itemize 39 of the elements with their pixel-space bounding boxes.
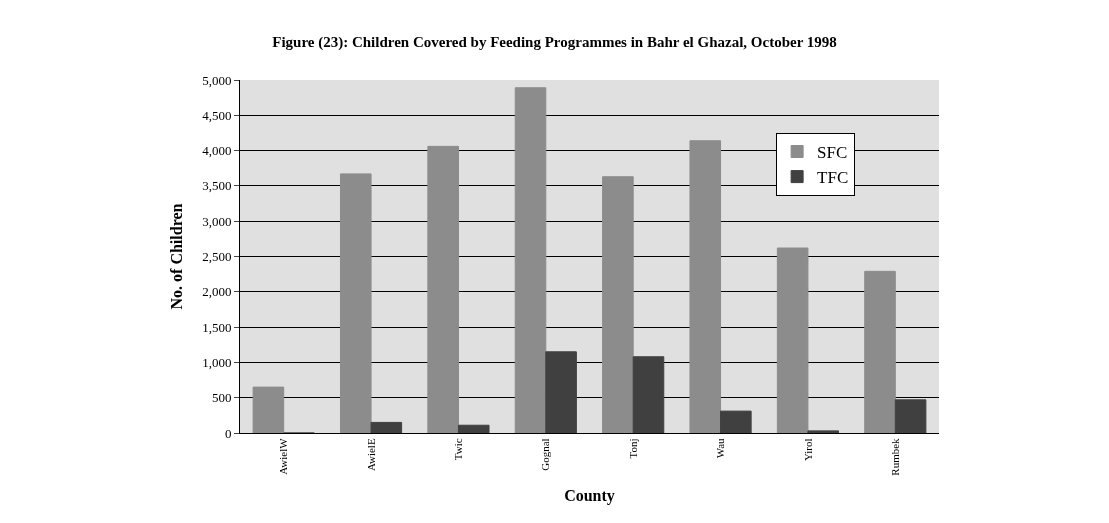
bar (370, 421, 403, 433)
bar (632, 356, 665, 433)
y-tick-label: 4,000 (202, 143, 232, 159)
y-tick-label: 500 (211, 390, 232, 406)
x-tick-label: Gognal (539, 438, 552, 471)
bar (427, 145, 459, 433)
bar (807, 430, 840, 433)
x-tick-label: Yirol (801, 438, 814, 462)
bar (339, 173, 372, 433)
bar (457, 424, 490, 433)
y-axis-title: No. of Children (168, 203, 186, 310)
y-tick-label: 5,000 (202, 72, 232, 88)
bar (894, 399, 927, 433)
x-tick-label: Wau (714, 437, 727, 459)
y-tick-label: 1,000 (202, 354, 232, 370)
y-tick-label: 4,500 (202, 107, 232, 123)
y-tick-label: 3,500 (202, 178, 232, 194)
y-tick-label: 2,500 (202, 249, 232, 265)
bar (514, 87, 547, 433)
y-tick-label: 3,000 (202, 213, 232, 229)
x-tick-label: AwielE (364, 438, 377, 471)
bar (720, 410, 752, 433)
bar (689, 140, 722, 433)
bar (602, 176, 634, 433)
bar (864, 270, 896, 433)
y-tick-label: 1,500 (202, 319, 232, 335)
bar (776, 247, 809, 433)
bar (545, 351, 577, 433)
x-axis-title: County (564, 487, 615, 506)
x-tick-label: AwielW (277, 437, 290, 475)
x-tick-label: Tonj (626, 438, 639, 459)
legend-label: SFC (817, 143, 848, 163)
chart-title: Figure (23): Children Covered by Feeding Programmes in Bahr el Ghazal, October 1998 (272, 34, 837, 52)
legend-label: TFC (817, 168, 849, 188)
y-tick-label: 0 (224, 425, 232, 441)
bar (252, 386, 285, 433)
y-tick-label: 2,000 (202, 284, 232, 300)
x-tick-label: Twic (452, 438, 465, 461)
x-tick-label: Rumbek (888, 437, 901, 476)
